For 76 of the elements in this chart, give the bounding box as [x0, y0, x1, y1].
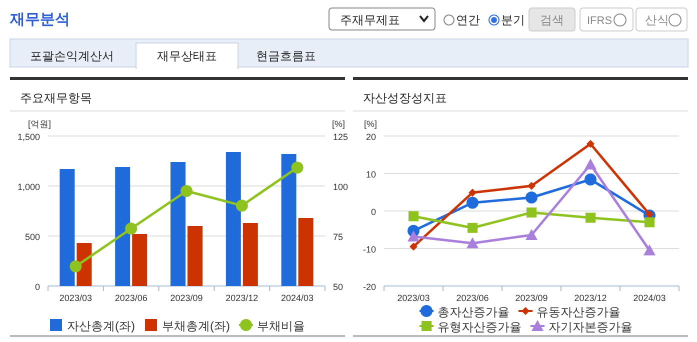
- text: 산식: [645, 13, 669, 27]
- point: [586, 140, 594, 148]
- point: [526, 229, 538, 240]
- chart-title: 자산성장성지표: [363, 91, 447, 105]
- legend-label: 자기자본증가율: [548, 320, 632, 334]
- point: [180, 185, 192, 197]
- point: [584, 158, 596, 170]
- y-tick-label: 0: [34, 282, 40, 292]
- x-tick-label: 2024/03: [633, 293, 666, 303]
- point: [644, 244, 656, 256]
- bar: [226, 152, 241, 286]
- y-tick-label: 1,000: [17, 182, 40, 192]
- point: [644, 217, 654, 228]
- y2-tick-label: 100: [333, 182, 348, 192]
- point: [291, 162, 304, 174]
- bar: [281, 154, 296, 286]
- point: [408, 230, 420, 242]
- x-tick-label: 2023/09: [170, 293, 203, 303]
- point: [236, 200, 248, 212]
- x-tick-label: 2023/03: [397, 293, 430, 303]
- y2-axis-title: [%]: [332, 119, 346, 129]
- chart-title: 주요재무항목: [20, 91, 92, 105]
- x-tick-label: 2023/12: [574, 293, 607, 303]
- legend-label: 유형자산증가율: [438, 320, 522, 334]
- x-tick-label: 2023/09: [515, 293, 548, 303]
- point: [468, 188, 476, 197]
- x-tick-label: 2024/03: [281, 293, 314, 303]
- point: [526, 192, 538, 204]
- bar: [132, 234, 148, 286]
- legend-label: 자산총계(좌): [67, 319, 135, 333]
- bar: [115, 167, 130, 286]
- legend-label: 부채비율: [257, 319, 305, 333]
- point: [586, 212, 596, 223]
- point: [528, 182, 536, 190]
- text: 재무상태표: [157, 49, 217, 63]
- x-tick-label: 2023/03: [59, 293, 92, 303]
- text: 분기: [501, 13, 525, 27]
- bar: [298, 218, 314, 286]
- x-tick-label: 2023/06: [114, 293, 148, 303]
- legend-label: 유동자산증가율: [536, 305, 620, 319]
- text: IFRS: [587, 15, 612, 27]
- point: [410, 242, 418, 251]
- text: 재무분석: [9, 11, 70, 28]
- y2-tick-label: 75: [333, 232, 344, 242]
- text: 주재무제표: [340, 13, 400, 27]
- y-axis-title: [%]: [364, 119, 378, 129]
- point: [526, 208, 536, 218]
- x-tick-label: 2023/12: [226, 293, 258, 303]
- text: 검색: [540, 13, 564, 27]
- y-tick-label: 20: [366, 132, 376, 142]
- legend-label: 부채총계(좌): [162, 319, 230, 333]
- text: 현금흐름표: [256, 49, 316, 63]
- bar: [170, 162, 186, 286]
- y-tick-label: -20: [362, 282, 376, 292]
- y-tick-label: 0: [370, 207, 376, 217]
- text: 연간: [456, 13, 480, 27]
- y-tick-label: 1,500: [17, 132, 40, 142]
- point: [468, 222, 478, 233]
- point: [70, 260, 82, 272]
- point: [125, 222, 138, 235]
- y2-tick-label: 125: [333, 132, 348, 142]
- point: [466, 237, 478, 248]
- bar: [242, 223, 258, 286]
- bar: [188, 226, 202, 286]
- point: [408, 211, 418, 222]
- point: [466, 196, 478, 209]
- y2-tick-label: 50: [333, 282, 344, 292]
- text: 포괄손익계산서: [30, 49, 114, 63]
- y-tick-label: 10: [366, 170, 376, 180]
- x-tick-label: 2023/06: [456, 293, 489, 303]
- point: [584, 174, 596, 186]
- y-tick-label: 500: [24, 232, 40, 242]
- legend-label: 총자산증가율: [438, 305, 510, 319]
- y-tick-label: -10: [362, 244, 376, 254]
- bar: [60, 169, 75, 286]
- y-axis-title: [억원]: [28, 119, 52, 129]
